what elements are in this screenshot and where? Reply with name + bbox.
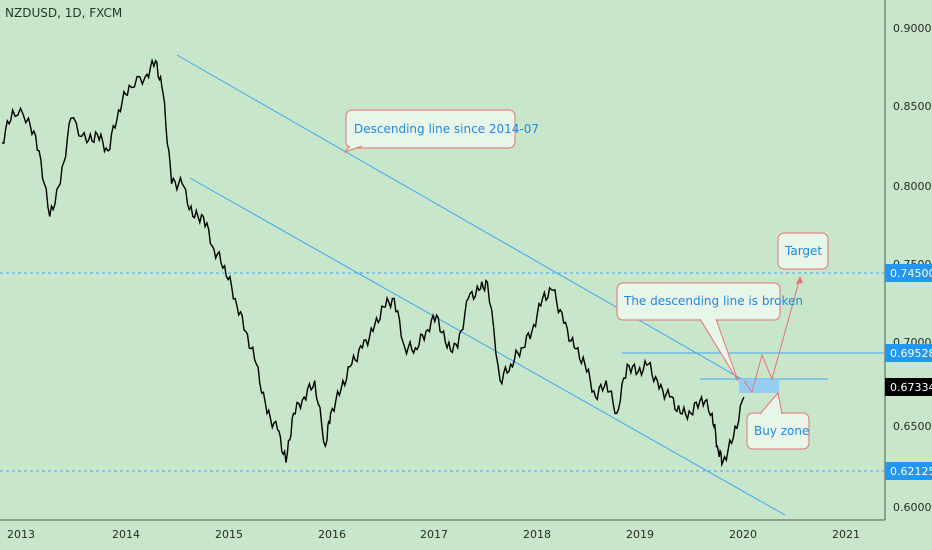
annotation-box: [616, 282, 781, 321]
annotation-buyzone-text: Buy zone: [754, 424, 809, 438]
level-tag-062125: 0.62125: [885, 462, 932, 480]
x-tick-label: 2016: [318, 528, 346, 541]
last-price-text: 0.67334: [890, 381, 932, 394]
annotation-pointer: [699, 318, 739, 382]
level-tag-text: 0.69528: [890, 347, 932, 360]
annotation-box: [345, 109, 516, 149]
annotation-box: [777, 232, 829, 270]
buy-zone-rect: [739, 379, 779, 393]
annotation-descending-line-since[interactable]: Descending line since 2014-07: [343, 109, 539, 154]
last-price-tag: 0.67334: [885, 378, 932, 396]
level-tag-text: 0.74500: [890, 267, 932, 280]
level-tag-069528: 0.69528: [885, 344, 932, 362]
descending-line-lower: [189, 177, 786, 516]
x-tick-label: 2018: [523, 528, 551, 541]
level-tag-text: 0.62125: [890, 465, 932, 478]
price-series: [1, 58, 745, 468]
annotation-descending-text: Descending line since 2014-07: [354, 122, 539, 136]
x-tick-label: 2020: [729, 528, 757, 541]
x-tick-label: 2015: [215, 528, 243, 541]
descending-line-upper: [176, 54, 753, 386]
price-line: [1, 58, 745, 468]
annotation-pointer: [343, 145, 363, 154]
x-tick-label: 2019: [626, 528, 654, 541]
annotation-target-text: Target: [784, 244, 822, 258]
annotation-broken-text: The descending line is broken: [623, 294, 803, 308]
level-tag-bg: [885, 344, 932, 362]
x-axis: 2013 2014 2015 2016 2017 2018 2019 2020 …: [7, 528, 860, 541]
target-arrow-head: [796, 276, 803, 284]
x-tick-label: 2013: [7, 528, 35, 541]
symbol-title: NZDUSD, 1D, FXCM: [5, 6, 122, 20]
level-tag-bg: [885, 264, 932, 282]
level-tag-bg: [885, 462, 932, 480]
level-tag-074500: 0.74500: [885, 264, 932, 282]
x-tick-label: 2017: [420, 528, 448, 541]
target-path-arrow: [743, 277, 801, 394]
annotation-line-broken[interactable]: The descending line is broken: [616, 282, 803, 382]
annotation-pointer: [759, 391, 783, 415]
last-price-bg: [885, 378, 932, 396]
annotation-buy-zone[interactable]: Buy zone: [746, 391, 810, 450]
annotation-target[interactable]: Target: [777, 232, 829, 270]
x-tick-label: 2014: [112, 528, 140, 541]
x-tick-label: 2021: [832, 528, 860, 541]
